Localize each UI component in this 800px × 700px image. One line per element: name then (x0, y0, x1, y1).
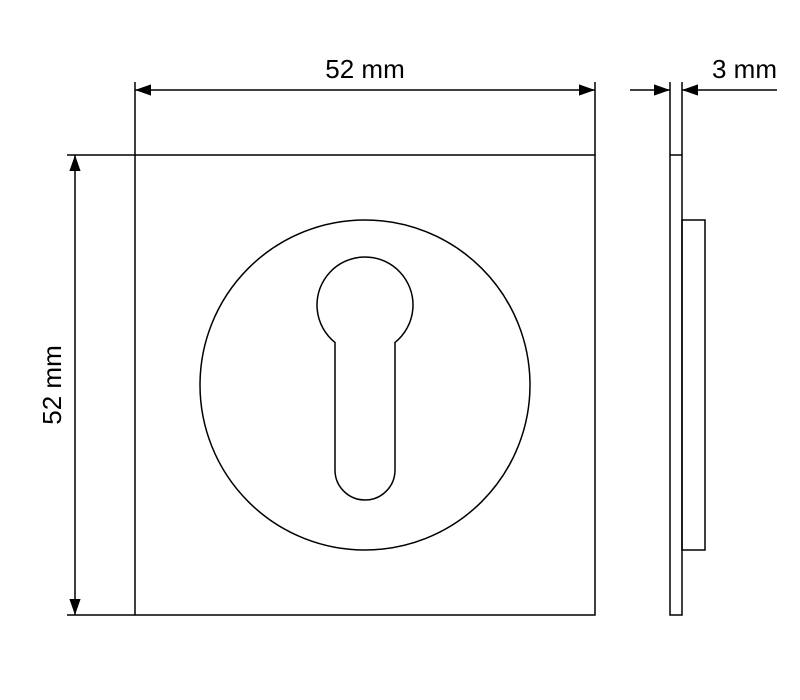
dimension-thickness: 3 mm (630, 54, 777, 96)
dimension-height: 52 mm (37, 155, 81, 615)
keyhole-profile (317, 257, 413, 500)
width-label: 52 mm (325, 54, 404, 84)
side-plate (670, 155, 682, 615)
dimension-width: 52 mm (135, 54, 595, 96)
escutcheon-technical-drawing: 52 mm 52 mm 3 mm (0, 0, 800, 700)
extension-lines (67, 82, 682, 615)
escutcheon-plate (135, 155, 595, 615)
height-label: 52 mm (37, 345, 67, 424)
thickness-label: 3 mm (712, 54, 777, 84)
front-view (135, 155, 595, 615)
side-view (670, 155, 705, 615)
side-ring (682, 220, 705, 550)
